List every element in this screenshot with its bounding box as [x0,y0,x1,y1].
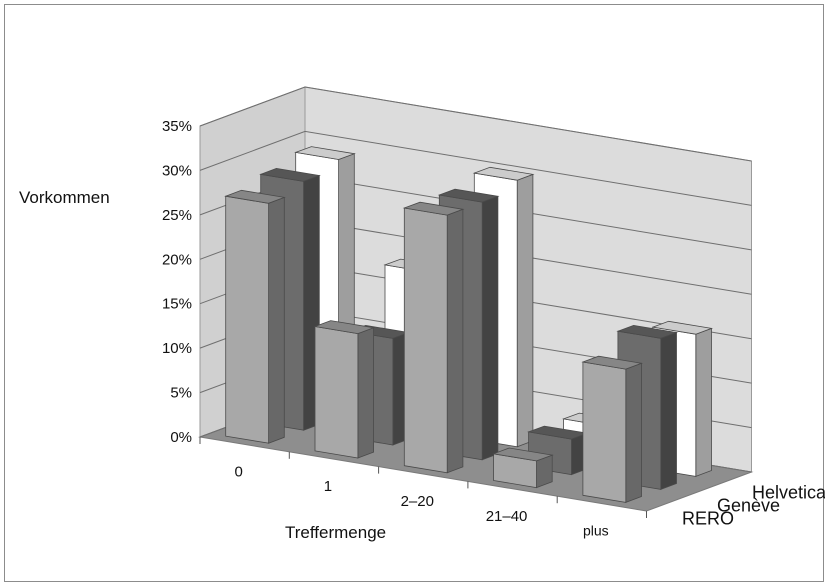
bar-top [581,355,644,370]
x-tick-label: 0 [234,463,242,480]
bar-side [695,327,712,477]
bar-top [402,201,465,216]
bar-top [492,447,554,462]
gridline [199,86,752,162]
bar-front [403,207,448,474]
x-axis-title: Treffermenge [285,523,386,542]
bar-side [268,196,285,444]
y-tick-label: 0% [170,429,192,446]
series-label: RERO [682,509,734,529]
bar-top [313,320,376,335]
x-tick-labels: 0 1 2–20 21–40 plus [199,437,647,539]
series-label: Genève [717,496,780,516]
y-tick-labels: 0% 5% 10% 15% 20% 25% 30% 35% [162,118,192,446]
bar-front [225,195,270,444]
x-tick-label: 1 [324,478,332,495]
gridline [199,130,752,206]
bar-top [224,189,286,204]
y-tick-label: 30% [162,162,192,179]
bar [224,189,286,444]
bar-side [446,208,464,474]
y-tick-label: 25% [162,207,192,224]
y-tick-label: 20% [162,251,192,268]
bar [402,201,465,474]
y-tick-label: 5% [170,385,192,402]
bar-top [651,320,714,335]
bar-side [625,362,642,503]
bar [313,320,376,459]
bar-side [357,327,375,459]
chart-frame: 0% 5% 10% 15% 20% 25% 30% 35% 0 1 2–20 21–40 plus R… [4,4,825,582]
y-tick-label: 35% [162,118,192,135]
bar-top [294,146,356,160]
bar [492,447,554,489]
bar-front [582,361,627,503]
bar-side [481,195,499,461]
bar-top [437,188,500,203]
x-tick-label: 2–20 [401,493,434,510]
bar-top [259,167,321,182]
x-tick-label: 21–40 [486,508,528,525]
bars [224,146,714,503]
y-tick-label: 10% [162,340,192,357]
chart-svg: 0% 5% 10% 15% 20% 25% 30% 35% 0 1 2–20 21–40 plus R… [19,86,825,542]
bar-side [660,331,677,490]
series-label: Helveticat [752,483,825,503]
y-tick-label: 15% [162,296,192,313]
bar-side [516,173,534,448]
bar-top [472,166,535,181]
bar-top [616,324,679,339]
y-axis-title: Vorkommen [19,188,110,207]
bar-front [314,326,359,459]
bar [581,355,644,503]
x-tick-label: plus [583,523,609,539]
